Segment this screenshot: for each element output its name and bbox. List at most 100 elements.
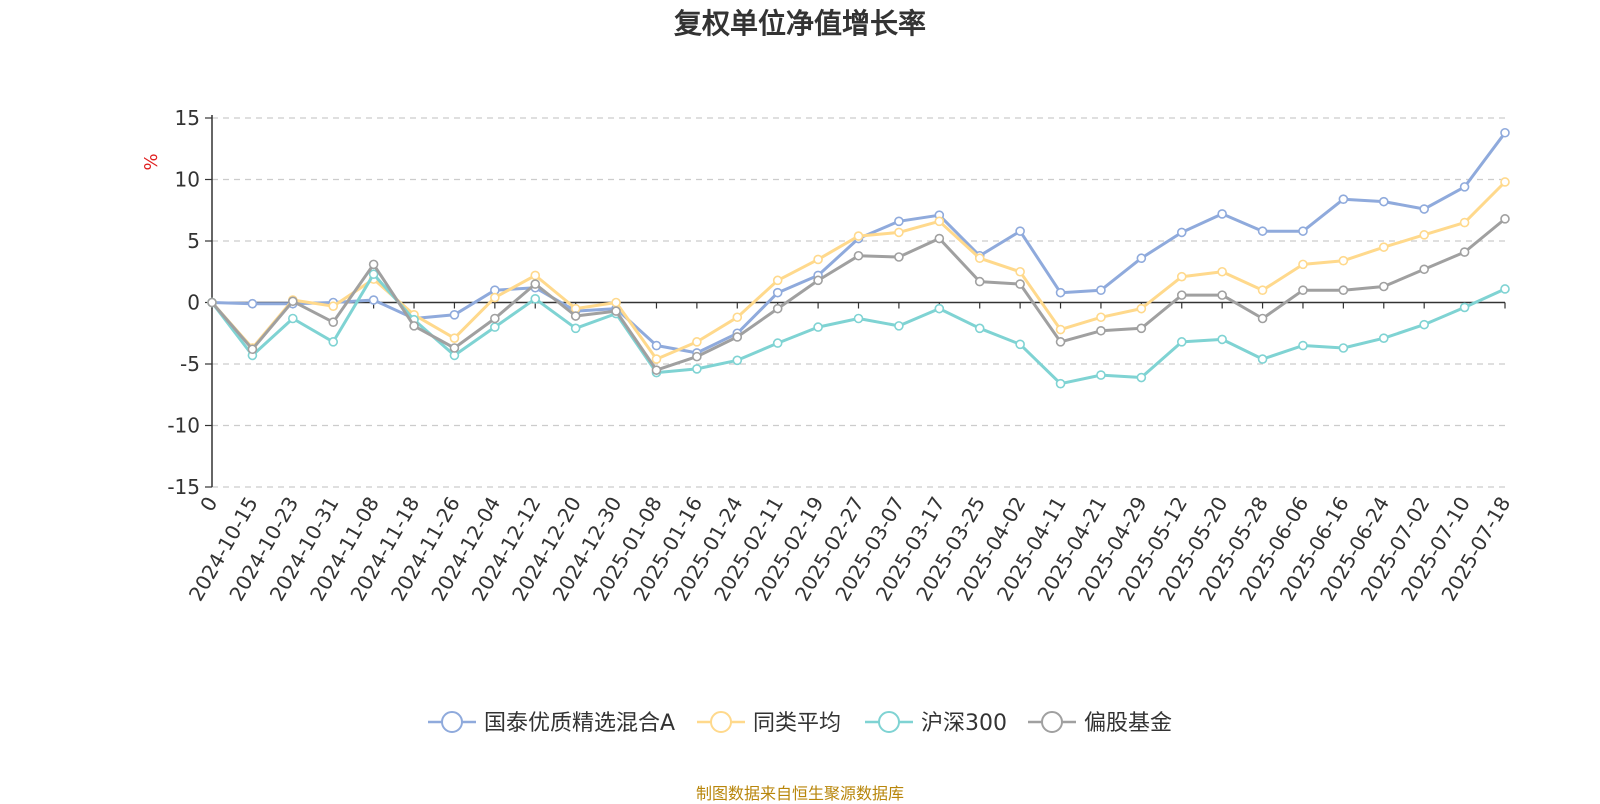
data-point bbox=[894, 321, 904, 331]
legend-item[interactable]: 国泰优质精选混合A bbox=[428, 711, 675, 736]
data-point bbox=[1298, 340, 1308, 351]
data-point bbox=[934, 233, 945, 244]
data-point bbox=[490, 313, 500, 324]
data-point bbox=[1217, 334, 1227, 345]
legend-item[interactable]: 同类平均 bbox=[697, 711, 841, 736]
data-point bbox=[772, 275, 783, 286]
data-point bbox=[772, 287, 783, 298]
data-point bbox=[1419, 319, 1429, 330]
data-point bbox=[1217, 209, 1227, 219]
data-point bbox=[651, 340, 662, 351]
data-point bbox=[409, 321, 419, 331]
legend-circle-icon bbox=[710, 711, 732, 733]
data-point bbox=[1378, 196, 1389, 207]
y-tick-labels: -15 -10 -5 0 5 10 15 bbox=[167, 106, 200, 499]
data-point bbox=[1500, 127, 1510, 138]
data-point bbox=[1176, 290, 1187, 300]
data-point bbox=[1419, 230, 1429, 240]
data-point bbox=[1055, 324, 1066, 335]
series bbox=[207, 177, 1510, 364]
data-point bbox=[1096, 312, 1106, 323]
data-point bbox=[853, 250, 864, 261]
data-point bbox=[611, 297, 621, 308]
data-point bbox=[1257, 226, 1268, 236]
data-point bbox=[490, 322, 500, 332]
series-lines bbox=[207, 127, 1510, 389]
legend-label: 同类平均 bbox=[753, 711, 841, 736]
data-point bbox=[1419, 204, 1429, 214]
data-point bbox=[1338, 255, 1349, 266]
data-point bbox=[1500, 284, 1510, 294]
chart-title: 复权单位净值增长率 bbox=[673, 7, 926, 40]
data-point bbox=[894, 216, 904, 227]
data-point bbox=[692, 337, 702, 347]
series-line bbox=[210, 180, 1507, 361]
data-point bbox=[1136, 303, 1147, 314]
data-point bbox=[1015, 266, 1025, 277]
legend-label: 国泰优质精选混合A bbox=[484, 711, 675, 736]
data-point bbox=[1096, 370, 1106, 380]
data-point bbox=[1257, 313, 1268, 324]
data-point bbox=[974, 253, 985, 264]
x-tick-label: 0 bbox=[195, 493, 222, 516]
data-point bbox=[1459, 217, 1470, 228]
data-point bbox=[328, 337, 339, 347]
data-point bbox=[368, 259, 379, 270]
data-point bbox=[853, 313, 864, 324]
data-point bbox=[813, 254, 823, 265]
data-point bbox=[1459, 247, 1470, 257]
data-point bbox=[772, 338, 783, 348]
data-point bbox=[894, 252, 904, 262]
data-point bbox=[813, 275, 823, 286]
data-point bbox=[651, 365, 662, 375]
data-point bbox=[288, 313, 298, 324]
legend-item[interactable]: 偏股基金 bbox=[1028, 711, 1172, 736]
legend-label: 偏股基金 bbox=[1084, 711, 1172, 736]
data-point bbox=[1298, 226, 1308, 236]
data-point bbox=[1459, 302, 1470, 313]
data-point bbox=[1378, 333, 1389, 343]
data-point bbox=[1015, 339, 1025, 350]
data-point bbox=[449, 333, 460, 343]
y-tick-label: 15 bbox=[175, 106, 200, 130]
legend-circle-icon bbox=[1041, 711, 1063, 733]
legend-label: 沪深300 bbox=[921, 711, 1007, 736]
data-point bbox=[530, 270, 541, 281]
data-point bbox=[1136, 253, 1147, 264]
data-point bbox=[530, 279, 541, 289]
y-tick-label: -5 bbox=[180, 352, 200, 376]
data-point bbox=[1055, 378, 1066, 389]
data-point bbox=[1015, 279, 1025, 289]
data-point bbox=[1338, 343, 1349, 353]
data-point bbox=[1096, 325, 1106, 336]
data-point bbox=[1419, 264, 1429, 275]
data-point bbox=[1015, 226, 1025, 236]
data-point bbox=[1338, 194, 1349, 204]
data-point bbox=[1298, 285, 1308, 296]
data-point bbox=[894, 227, 904, 238]
data-point bbox=[1136, 323, 1147, 334]
data-point bbox=[1055, 287, 1066, 298]
data-point bbox=[247, 344, 258, 355]
data-point bbox=[732, 332, 743, 342]
series bbox=[207, 269, 1510, 389]
y-tick-label: -10 bbox=[167, 414, 200, 438]
data-point bbox=[732, 312, 743, 323]
data-point bbox=[288, 296, 298, 307]
data-point bbox=[1338, 285, 1349, 296]
data-point bbox=[692, 351, 702, 362]
data-point bbox=[1257, 285, 1268, 296]
data-point bbox=[934, 303, 945, 314]
legend-item[interactable]: 沪深300 bbox=[865, 711, 1007, 736]
legend[interactable]: 国泰优质精选混合A 同类平均 沪深300 偏股基金 bbox=[428, 711, 1172, 736]
data-point bbox=[1257, 354, 1268, 364]
data-point bbox=[490, 292, 500, 303]
data-point bbox=[1378, 242, 1389, 252]
data-point bbox=[1500, 214, 1510, 224]
data-point bbox=[247, 298, 258, 309]
data-point bbox=[611, 306, 621, 316]
data-point bbox=[1176, 271, 1187, 282]
data-point bbox=[1176, 227, 1187, 238]
data-point bbox=[1096, 285, 1106, 296]
legend-circle-icon bbox=[878, 711, 900, 733]
